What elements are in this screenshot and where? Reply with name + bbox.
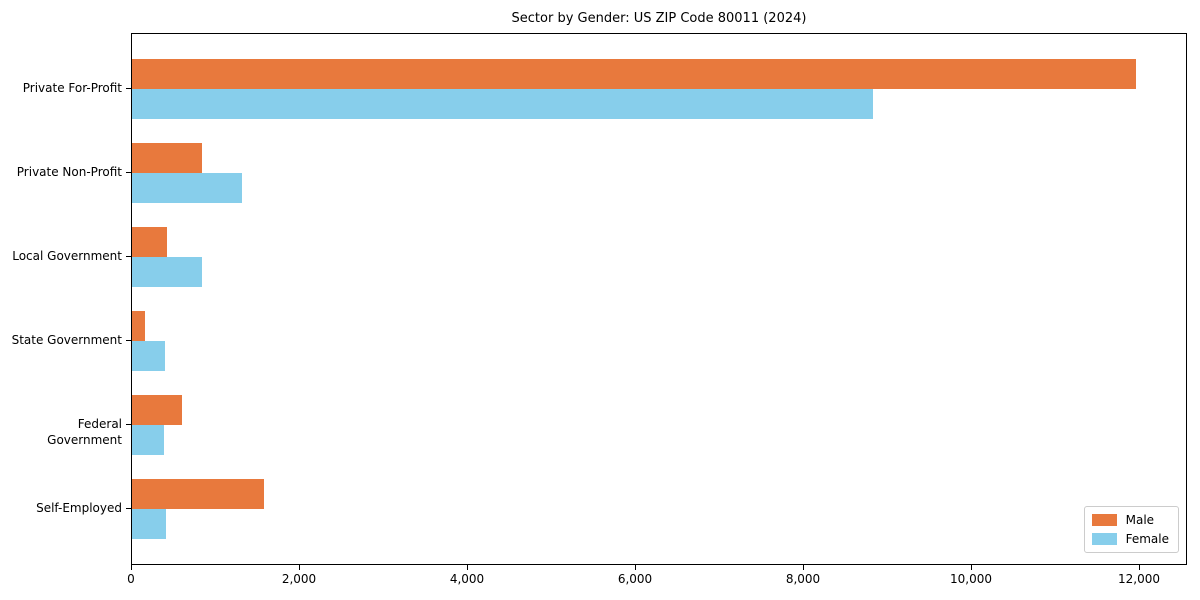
bar-female-1 [132,89,873,119]
x-tick-label: 0 [127,572,135,586]
legend-swatch-male [1091,514,1117,526]
y-tick-label: State Government [11,333,122,347]
x-tick-label: 6,000 [617,572,653,586]
x-tick-mark [131,565,133,570]
y-tick-label: Private Non-Profit [16,165,122,179]
chart-title: Sector by Gender: US ZIP Code 80011 (202… [511,11,807,26]
y-tick-mark [126,88,131,90]
x-tick-mark [1139,565,1141,570]
y-tick-mark [126,340,131,342]
bar-male-1 [132,59,1136,89]
y-tick-label: Federal Government [47,417,122,447]
bar-female-4 [132,341,166,371]
x-tick-mark [299,565,301,570]
bar-female-5 [132,425,164,455]
y-tick-label: Self-Employed [36,501,122,515]
x-tick-label: 10,000 [950,572,992,586]
y-tick-mark [126,172,131,174]
bar-male-3 [132,227,168,257]
legend-label: Male [1125,513,1155,527]
legend-item-male: Male [1091,513,1169,527]
bar-male-2 [132,143,202,173]
y-tick-label: Local Government [12,249,122,263]
x-tick-label: 8,000 [785,572,821,586]
y-tick-mark [126,424,131,426]
bar-male-5 [132,395,183,425]
bar-female-3 [132,257,202,287]
y-tick-mark [126,256,131,258]
x-tick-mark [803,565,805,570]
x-tick-label: 2,000 [281,572,317,586]
y-tick-mark [126,508,131,510]
legend-item-female: Female [1091,532,1169,546]
y-tick-label: Private For-Profit [22,81,122,95]
bar-male-6 [132,479,264,509]
x-tick-label: 4,000 [449,572,485,586]
legend-swatch-female [1091,533,1117,545]
x-tick-mark [971,565,973,570]
legend: Male Female [1083,506,1179,553]
plot-area: Male Female [131,33,1187,565]
x-tick-label: 12,000 [1118,572,1160,586]
bar-female-6 [132,509,167,539]
legend-label: Female [1125,532,1169,546]
x-tick-mark [635,565,637,570]
x-tick-mark [467,565,469,570]
bar-female-2 [132,173,242,203]
bar-male-4 [132,311,146,341]
